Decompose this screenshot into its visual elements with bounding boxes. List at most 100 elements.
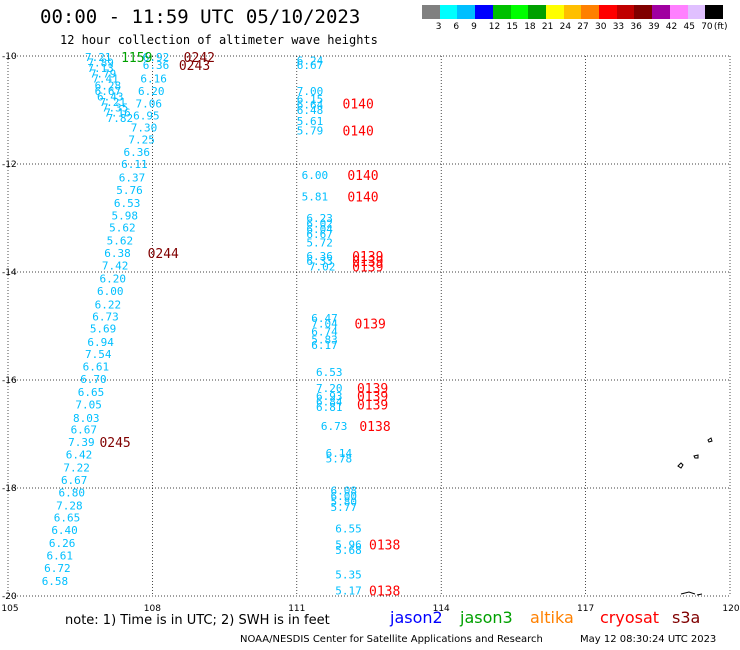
wave-height-value: 6.28 (95, 80, 122, 93)
lat-tick-label: -20 (2, 592, 17, 602)
legend-label: 30 (595, 22, 607, 32)
wave-height-value: 6.64 (297, 99, 324, 112)
wave-height-value: 5.17 (335, 585, 362, 598)
wave-height-value: 5.69 (90, 323, 117, 336)
wave-height-value: 6.14 (326, 447, 353, 460)
wave-height-value: 6.02 (306, 217, 333, 230)
legend-swatch (581, 5, 600, 19)
wave-height-value: 7.02 (309, 261, 336, 274)
pass-time-label: 0139 (357, 382, 388, 397)
wave-height-value: 7.54 (85, 348, 112, 361)
legend-swatch (705, 5, 724, 19)
wave-height-value: 7.82 (107, 112, 134, 125)
wave-height-value: 6.67 (297, 59, 324, 72)
pass-time-label: 0139 (352, 255, 383, 270)
wave-height-value: 6.95 (133, 109, 160, 122)
legend-label: 15 (506, 22, 518, 32)
wave-height-value: 6.67 (61, 474, 88, 487)
wave-height-value: 5.96 (335, 539, 362, 552)
wave-height-value: 6.94 (87, 336, 114, 349)
satellite-altika: altika (530, 608, 574, 627)
wave-height-value: 5.79 (297, 125, 324, 138)
wave-height-value: 6.67 (95, 85, 122, 98)
wave-height-value: 7.06 (136, 98, 163, 111)
legend-swatch (652, 5, 671, 19)
wave-height-value: 7.35 (102, 101, 129, 114)
wave-height-value: 6.67 (71, 424, 98, 437)
legend-label: 12 (488, 22, 501, 32)
wave-height-value: 6.48 (297, 104, 324, 117)
pass-time-label: 0242 (184, 51, 215, 66)
satellite-jason2: jason2 (390, 608, 443, 627)
wave-height-value: 5.83 (311, 334, 338, 347)
footer-note: note: 1) Time is in UTC; 2) SWH is in fe… (65, 613, 330, 628)
wave-height-value: 6.74 (311, 325, 338, 338)
wave-height-value: 6.73 (321, 420, 348, 433)
legend-swatch (457, 5, 476, 19)
legend-label: 39 (648, 22, 660, 32)
wave-height-value: 6.08 (330, 485, 357, 498)
pass-time-label: 0140 (347, 190, 378, 205)
pass-time-label: 0138 (359, 420, 390, 435)
wave-height-value: 6.38 (104, 247, 130, 260)
wave-height-value: 6.61 (83, 361, 110, 374)
wave-height-value: 5.80 (330, 496, 357, 509)
wave-height-value: 7.79 (90, 67, 117, 80)
lat-lon-grid (7, 55, 731, 597)
lon-tick-label: 105 (1, 604, 18, 614)
wave-height-value: 6.11 (121, 158, 148, 171)
lat-tick-label: -18 (2, 484, 17, 494)
wave-height-value: 7.04 (311, 317, 338, 330)
wave-height-value: 6.22 (95, 298, 122, 311)
legend-label: 36 (630, 22, 642, 32)
wave-height-value: 5.68 (335, 544, 362, 557)
wave-height-value: 5.62 (109, 222, 136, 235)
lat-tick-label: -12 (2, 160, 17, 170)
wave-height-value: 5.76 (116, 184, 143, 197)
wave-height-value: 7.89 (87, 56, 114, 69)
legend-swatch (439, 5, 458, 19)
wave-height-value: 6.42 (66, 449, 93, 462)
legend-swatch (687, 5, 706, 19)
wave-height-value: 7.22 (63, 461, 90, 474)
island-shape (707, 437, 713, 443)
legend-label: 33 (612, 22, 625, 32)
wave-height-value: 6.53 (316, 366, 343, 379)
wave-height-value: 6.24 (297, 54, 324, 67)
wave-height-value: 5.72 (306, 236, 333, 249)
pass-time-label: 0138 (369, 539, 400, 554)
wave-height-value: 7.41 (92, 73, 119, 86)
lat-tick-label: -14 (2, 268, 17, 278)
wave-height-value: 6.70 (80, 373, 107, 386)
legend-swatch (528, 5, 547, 19)
legend-swatch (492, 5, 511, 19)
island-shape (693, 454, 699, 459)
wave-height-value: 7.05 (75, 398, 102, 411)
island-shape (680, 591, 703, 596)
legend-label: 3 (435, 22, 442, 32)
wave-height-value: 6.00 (302, 169, 329, 182)
wave-height-value: 5.98 (111, 209, 138, 222)
wave-height-value: 7.28 (56, 499, 82, 512)
legend-label: 27 (577, 22, 589, 32)
wave-height-value: 6.43 (97, 91, 124, 104)
wave-height-value: 6.15 (297, 93, 324, 106)
wave-height-value: 5.62 (107, 235, 134, 248)
wave-height-value: 6.58 (42, 575, 68, 588)
wave-height-value: 6.36 (306, 250, 333, 263)
wave-height-value: 6.81 (316, 401, 343, 414)
coastline (677, 437, 713, 596)
credit-line: NOAA/NESDIS Center for Satellite Applica… (240, 634, 543, 645)
lon-tick-label: 114 (433, 604, 450, 614)
wave-height-value: 6.53 (114, 197, 141, 210)
map-subtitle: 12 hour collection of altimeter wave hei… (60, 33, 378, 47)
lat-tick-label: -10 (2, 52, 17, 62)
wave-height-value: 6.37 (119, 172, 146, 185)
wave-height-value: 5.35 (335, 568, 362, 581)
pass-time-label: 0139 (355, 317, 386, 332)
wave-height-value: 6.93 (316, 390, 343, 403)
pass-time-label: 0140 (343, 98, 374, 113)
wave-height-value: 6.65 (54, 512, 81, 525)
map-title: 00:00 - 11:59 UTC 05/10/2023 (40, 6, 361, 28)
